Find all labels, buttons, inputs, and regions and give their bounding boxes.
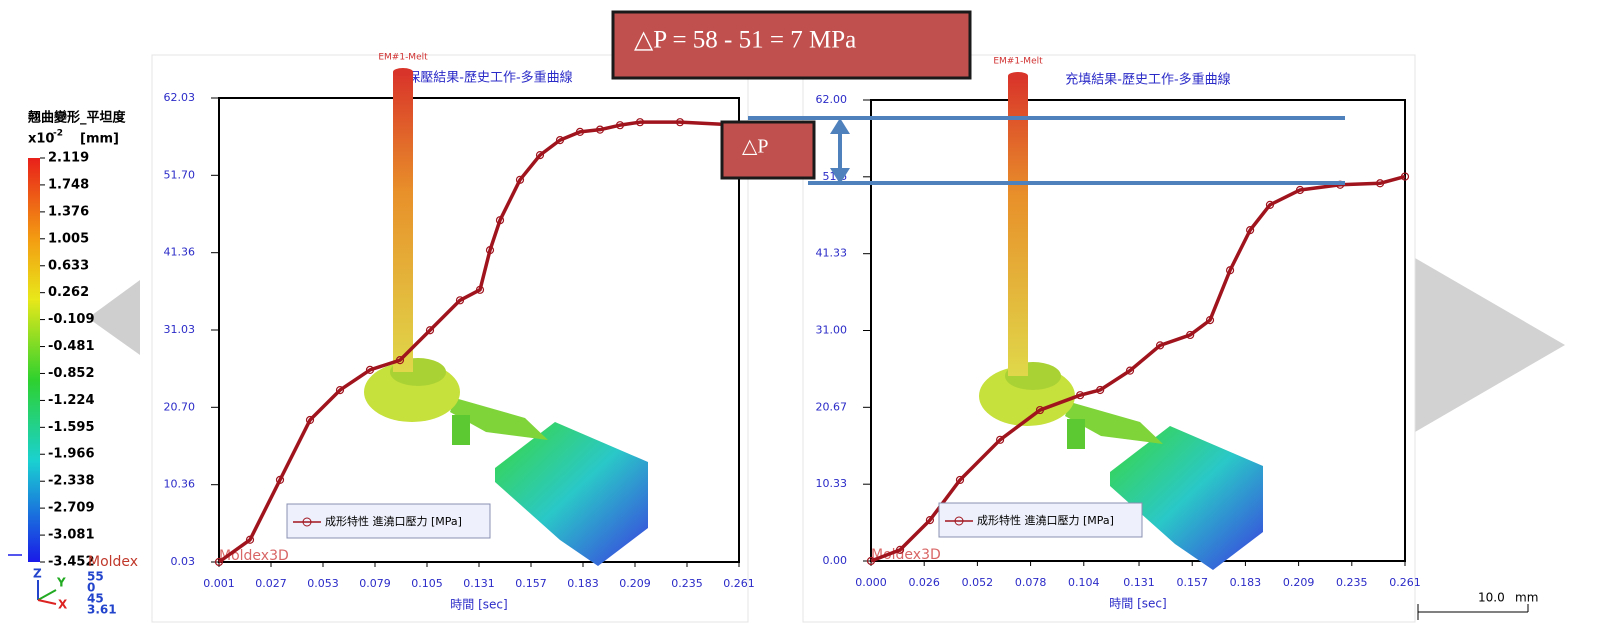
x-tick-label: 0.052	[962, 576, 994, 589]
x-tick-label: 0.235	[671, 577, 703, 590]
x-tick-label: 0.157	[1176, 576, 1208, 589]
y-tick-label: 41.33	[816, 247, 848, 260]
x-tick-label: 0.131	[1123, 576, 1155, 589]
chart-title: 充填結果-歷史工作-多重曲線	[1065, 72, 1230, 88]
colorbar-tick-label: -0.109	[48, 312, 95, 327]
x-tick-label: 0.053	[307, 577, 339, 590]
colorbar-tick-label: 0.262	[48, 285, 89, 300]
colorbar-tick-label: 0.633	[48, 258, 89, 273]
colorbar-tick-label: 1.748	[48, 177, 89, 192]
colorbar-exponent: -2	[53, 129, 63, 139]
y-tick-label: 31.00	[816, 324, 848, 337]
x-tick-label: 0.001	[203, 577, 235, 590]
x-axis-label: 時間 [sec]	[450, 598, 507, 612]
x-tick-label: 0.209	[1283, 576, 1315, 589]
model-sprue	[393, 72, 413, 372]
model-label: EM#1-Melt	[993, 57, 1043, 67]
colorbar-tick-label: -0.481	[48, 339, 95, 354]
delta-label: △P	[742, 136, 769, 158]
colorbar-title: 翹曲變形_平坦度	[27, 110, 127, 126]
colorbar-tick-label: -1.966	[48, 447, 95, 462]
triad-label: Y	[56, 576, 66, 590]
x-tick-label: 0.261	[1389, 576, 1421, 589]
model-post	[452, 415, 470, 445]
x-tick-label: 0.105	[411, 577, 443, 590]
colorbar-scale: x10	[28, 132, 54, 147]
triad-label: X	[58, 598, 68, 612]
y-tick-label: 62.00	[816, 93, 848, 106]
colorbar	[28, 158, 40, 562]
page: {"chart_data": [ {"type": "line", "title…	[0, 0, 1609, 642]
scale-length: 10.0	[1478, 591, 1505, 605]
chart-title: 保壓結果-歷史工作-多重曲線	[407, 70, 572, 86]
legend-label: 成形特性 進澆口壓力 [MPa]	[977, 513, 1114, 527]
triad-value: 3.61	[87, 603, 117, 617]
watermark: Moldex3D	[871, 547, 941, 563]
legend-label: 成形特性 進澆口壓力 [MPa]	[325, 514, 462, 528]
x-tick-label: 0.079	[359, 577, 391, 590]
y-tick-label: 0.03	[171, 555, 196, 568]
x-tick-label: 0.104	[1068, 576, 1100, 589]
x-tick-label: 0.131	[463, 577, 495, 590]
colorbar-unit: [mm]	[80, 132, 119, 147]
x-tick-label: 0.235	[1336, 576, 1368, 589]
x-axis-label: 時間 [sec]	[1109, 597, 1166, 611]
x-tick-label: 0.209	[619, 577, 651, 590]
colorbar-tick-label: 1.376	[48, 204, 89, 219]
equation: △P = 58 - 51 = 7 MPa	[634, 27, 856, 54]
x-tick-label: 0.026	[908, 576, 940, 589]
x-tick-label: 0.183	[567, 577, 599, 590]
colorbar-tick-label: -1.595	[48, 420, 95, 435]
colorbar-tick-label: 1.005	[48, 231, 89, 246]
x-tick-label: 0.261	[723, 577, 755, 590]
triad-label: Z	[33, 567, 42, 581]
x-tick-label: 0.000	[855, 576, 887, 589]
y-tick-label: 20.70	[164, 400, 196, 413]
colorbar-tick-label: -0.852	[48, 366, 95, 381]
x-tick-label: 0.157	[515, 577, 547, 590]
colorbar-tick-label: -2.338	[48, 474, 95, 489]
scale-unit: mm	[1515, 591, 1538, 605]
model-sprue-top	[393, 68, 413, 76]
y-tick-label: 10.33	[816, 477, 848, 490]
colorbar-tick-label: 2.119	[48, 151, 89, 166]
model-sprue-top	[1008, 72, 1028, 80]
x-tick-label: 0.183	[1230, 576, 1262, 589]
colorbar-tick-label: -3.081	[48, 528, 95, 543]
colorbar-tick-label: -1.224	[48, 393, 95, 408]
brand: Moldex	[88, 554, 138, 570]
model-sprue	[1008, 76, 1028, 376]
y-tick-label: 62.03	[164, 91, 196, 104]
model-label: EM#1-Melt	[378, 53, 428, 63]
y-tick-label: 0.00	[823, 554, 848, 567]
colorbar-tick-label: -2.709	[48, 501, 95, 516]
y-tick-label: 51.70	[164, 168, 196, 181]
y-tick-label: 31.03	[164, 323, 196, 336]
y-tick-label: 41.36	[164, 246, 196, 259]
y-tick-label: 10.36	[164, 478, 196, 491]
slide: 保壓結果-歷史工作-多重曲線 EM#1-Melt 0.03 10.36 20.70 31.…	[0, 0, 1609, 642]
model-post	[1067, 419, 1085, 449]
x-tick-label: 0.027	[255, 577, 287, 590]
x-tick-label: 0.078	[1015, 576, 1047, 589]
y-tick-label: 20.67	[816, 400, 848, 413]
